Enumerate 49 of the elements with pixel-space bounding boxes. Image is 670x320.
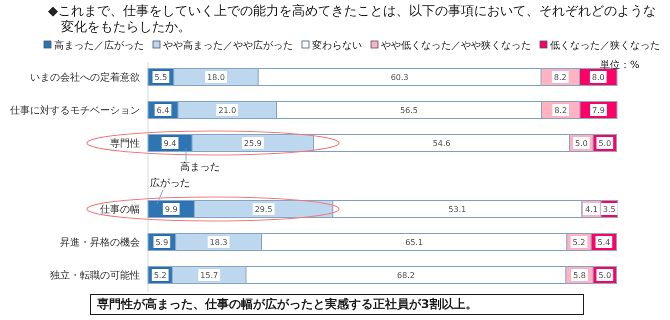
data-label: 68.2	[397, 271, 415, 280]
y-tick-label: 仕事に対するモチベーション	[10, 104, 140, 116]
data-label: 15.7	[200, 271, 218, 280]
data-label: 53.1	[448, 205, 466, 214]
legend-item: 高まった／広がった	[44, 40, 144, 52]
data-label: 5.9	[155, 238, 168, 247]
legend-label: 低くなった／狭くなった	[550, 40, 660, 52]
data-label: 4.1	[585, 205, 598, 214]
data-label: 54.6	[432, 139, 450, 148]
text: 専門性が高まった、仕事の幅が広がったと実感する正社員が3割以上。	[90, 294, 584, 315]
data-label: 7.9	[592, 106, 605, 115]
chart-title: ◆これまで、仕事をしていく上での能力を高めてきたことは、以下の事項において、それぞれどのような変化をもたらしたか。	[48, 4, 657, 36]
data-label: 65.1	[405, 238, 424, 247]
data-label: 6.4	[156, 106, 170, 115]
data-label: 8.2	[554, 73, 567, 82]
data-label: 18.3	[210, 238, 228, 247]
series-label: 変わらない	[312, 40, 362, 52]
data-label: 25.9	[244, 139, 262, 148]
data-label: 5.2	[154, 271, 167, 280]
data-label: 5.5	[154, 73, 168, 82]
y-tick-label: 仕事の幅	[100, 204, 140, 216]
data-label: 29.5	[254, 205, 273, 214]
legend-item: やや低くなった／やや狭くなった	[370, 40, 531, 52]
data-label: 60.3	[390, 73, 409, 82]
data-label: 9.9	[164, 205, 178, 214]
data-label: 5.0	[574, 139, 588, 148]
data-label: 8.0	[592, 73, 605, 82]
y-tick-label: 専門性	[110, 138, 140, 150]
data-label: 5.2	[572, 238, 586, 247]
data-label: 9.4	[164, 139, 176, 148]
annotation: 単位：%	[600, 59, 640, 72]
y-tick-label: 昇進・昇格の機会	[60, 236, 140, 248]
data-label: 21.0	[218, 106, 236, 115]
y-tick-label: 独立・転職の可能性	[50, 270, 140, 282]
data-label: 18.0	[207, 73, 225, 82]
annotation: 広がった	[150, 176, 190, 190]
data-label: 8.2	[554, 106, 568, 115]
y-tick-label: いまの会社への定着意欲	[30, 72, 140, 84]
data-label: 5.8	[573, 271, 586, 280]
legend-item: 変わらない	[302, 40, 362, 52]
data-label: 5.0	[598, 271, 612, 280]
legend-item: やや高まった／やや広がった	[152, 40, 293, 52]
legend-label: 高まった／広がった	[54, 40, 144, 52]
annotation: 高まった	[180, 160, 220, 174]
data-label: 56.5	[400, 106, 418, 115]
legend-item: 低くなった／狭くなった	[540, 40, 660, 52]
data-label: 5.4	[598, 238, 610, 247]
data-label: 5.0	[598, 139, 612, 148]
data-label: 3.5	[602, 205, 616, 214]
